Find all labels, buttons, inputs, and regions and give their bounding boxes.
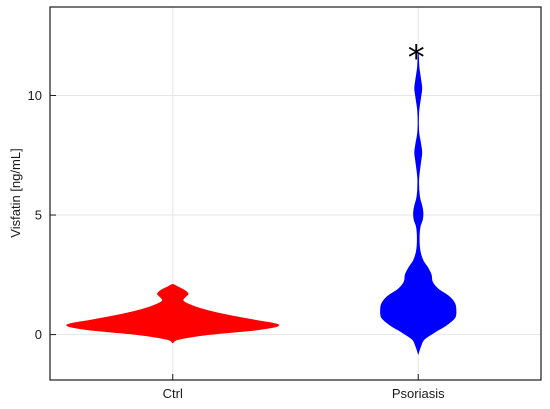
significance-asterisk: * bbox=[408, 38, 425, 78]
violin-ctrl bbox=[66, 283, 280, 344]
plot-frame bbox=[49, 6, 542, 381]
y-tick-label: 5 bbox=[35, 208, 42, 223]
x-tick-label-ctrl: Ctrl bbox=[163, 386, 183, 401]
annotations: * bbox=[408, 38, 425, 78]
y-axis-title: Visfatin [ng/mL] bbox=[8, 148, 23, 237]
ticks: 0 5 10 Ctrl Psoriasis bbox=[28, 88, 446, 401]
violin-psoriasis bbox=[380, 52, 457, 355]
x-tick-label-psoriasis: Psoriasis bbox=[392, 386, 445, 401]
y-tick-label: 0 bbox=[35, 327, 42, 342]
y-tick-label: 10 bbox=[28, 88, 42, 103]
violins bbox=[66, 52, 457, 355]
